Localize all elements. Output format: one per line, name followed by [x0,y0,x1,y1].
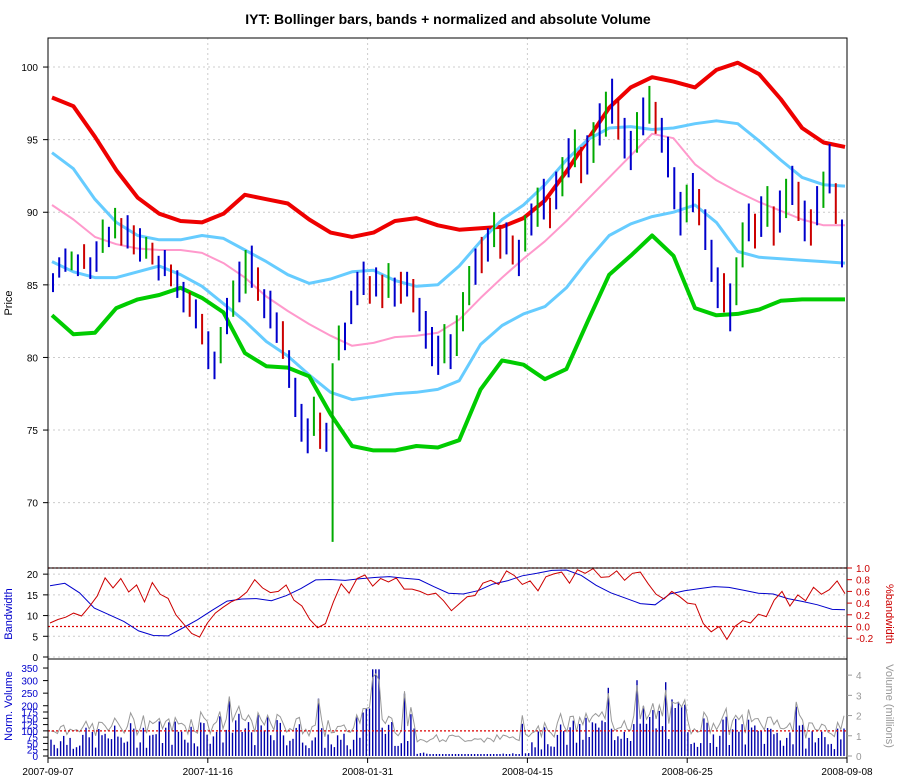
price-tick-label: 75 [27,426,39,437]
date-tick-label: 2008-04-15 [502,767,554,778]
norm-volume-tick-label: 175 [21,708,38,719]
price-tick-label: 70 [27,499,39,510]
norm-volume-tick-label: 250 [21,689,38,700]
norm-volume-tick-label: 50 [27,739,39,750]
date-tick-label: 2008-06-25 [662,767,714,778]
price-tick-label: 85 [27,281,39,292]
volume-millions-line [50,673,845,743]
pct-bandwidth-tick-label: 0.4 [856,599,870,610]
volume-millions-tick-label: 2 [856,712,862,723]
upper-inner-band [51,119,846,288]
date-tick-label: 2007-09-07 [22,767,74,778]
norm-volume-tick-label: 100 [21,727,38,738]
chart-title: IYT: Bollinger bars, bands + normalized … [245,11,651,27]
bandwidth-tick-label: 0 [32,653,38,664]
price-y-axis: 70 75 80 85 90 95 100 [21,63,48,510]
bandwidth-panel: 0 5 10 15 20 -0.20.00.20.40.60.81.0 Bandwidth… [3,564,895,664]
pct-bandwidth-tick-label: 1.0 [856,564,870,575]
price-frame [47,37,848,569]
volume-millions-tick-label: 0 [856,752,862,763]
norm-volume-tick-label: 350 [21,664,38,675]
bandwidth-grid [47,568,848,659]
price-tick-label: 80 [27,353,39,364]
pct-bandwidth-tick-label: 0.6 [856,587,870,598]
price-tick-label: 95 [27,136,39,147]
date-tick-label: 2007-11-16 [183,767,234,778]
date-tick-label: 2008-01-31 [342,767,394,778]
volume-bars [48,669,847,756]
bandwidth-tick-label: 10 [27,612,39,623]
pct-bandwidth-tick-label: 0.0 [856,623,870,634]
volume-millions-y-label: Volume (millions) [883,664,895,748]
bandwidth-y-label: Bandwidth [3,588,15,639]
price-bands [50,60,846,453]
price-grid [47,38,848,568]
pct-bandwidth-tick-label: 0.8 [856,576,870,587]
upper-outer-band [51,60,846,239]
lower-inner-band [51,203,846,402]
volume-grid [47,659,848,758]
norm-volume-tick-label: 125 [21,721,38,732]
norm-volume-tick-label: 25 [27,746,39,757]
norm-volume-tick-label: 200 [21,702,38,713]
bandwidth-tick-label: 5 [32,632,38,643]
volume-millions-tick-label: 4 [856,671,862,682]
norm-volume-tick-label: 0 [32,752,38,763]
date-x-axis: 2007-09-07 2007-11-16 2008-01-31 2008-04-15… [22,758,873,778]
price-y-label: Price [3,290,15,315]
pct-bandwidth-tick-label: 0.2 [856,611,870,622]
date-tick-label: 2008-09-08 [821,767,873,778]
norm-volume-tick-label: 75 [27,733,39,744]
price-panel: 70 75 80 85 90 95 100 Price [3,37,848,569]
price-tick-label: 90 [27,208,39,219]
bandwidth-frame [47,567,848,660]
price-bars [52,78,843,542]
pct-bandwidth-tick-label: -0.2 [856,634,874,645]
middle-band [51,132,845,347]
bandwidth-line [49,569,846,637]
pct-bandwidth-line [49,567,846,641]
volume-millions-tick-label: 1 [856,732,862,743]
norm-volume-y-label: Norm. Volume [3,671,15,741]
bandwidth-tick-label: 20 [27,570,39,581]
bandwidth-axes: 0 5 10 15 20 -0.20.00.20.40.60.81.0 [27,564,874,664]
norm-volume-tick-label: 150 [21,714,38,725]
bandwidth-tick-label: 15 [27,591,39,602]
pct-bandwidth-y-label: %bandwidth [883,584,895,644]
volume-millions-tick-label: 3 [856,691,862,702]
norm-volume-tick-label: 300 [21,677,38,688]
price-tick-label: 100 [21,63,38,74]
bandwidth-lines [48,567,847,641]
volume-frame [47,658,848,759]
